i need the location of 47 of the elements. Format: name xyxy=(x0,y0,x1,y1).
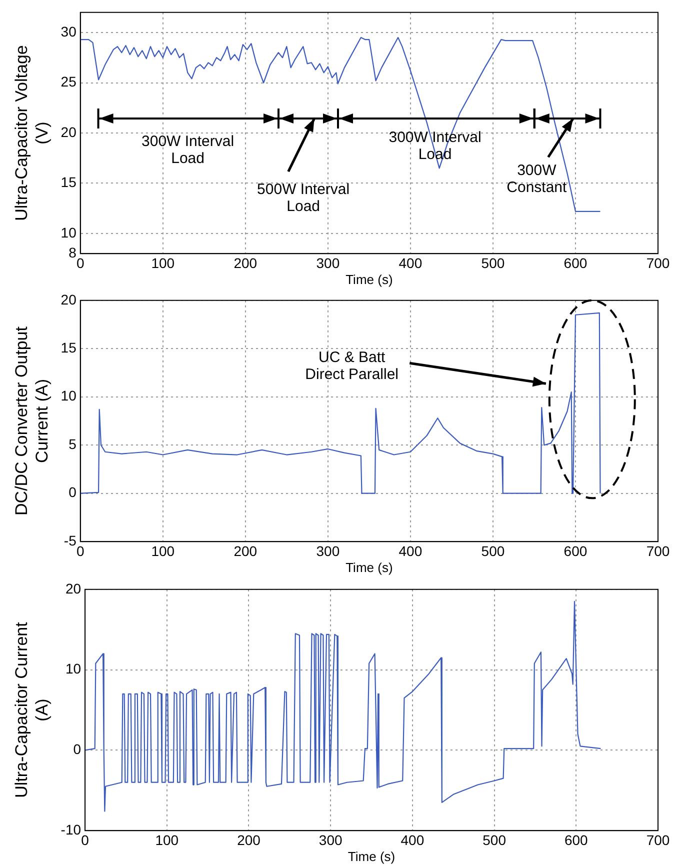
y-tick-label: -10 xyxy=(60,821,82,838)
y-tick-label: 0 xyxy=(68,484,77,500)
y-tick-label: 25 xyxy=(60,74,77,90)
y-axis-title: Ultra-Capacitor Current (A) xyxy=(12,622,52,798)
y-tick-label: 15 xyxy=(60,340,77,356)
x-tick-label: 500 xyxy=(481,542,505,559)
x-tick-label: 400 xyxy=(398,254,422,271)
y-tick-label: 10 xyxy=(60,224,77,240)
x-tick-label: 200 xyxy=(234,254,258,271)
annotation: 300W Interval Load xyxy=(140,132,236,167)
annotation: UC & Batt Direct Parallel xyxy=(304,348,400,383)
x-tick-label: 100 xyxy=(155,832,179,848)
annotation: 300W Constant xyxy=(506,162,568,196)
x-tick-label: 100 xyxy=(151,542,175,559)
x-axis-title: Time (s) xyxy=(346,272,393,287)
x-tick-label: 700 xyxy=(646,542,670,559)
x-tick-label: 700 xyxy=(646,832,670,848)
x-axis-title: Time (s) xyxy=(346,560,393,575)
x-tick-label: 700 xyxy=(646,254,670,271)
y-tick-label: -5 xyxy=(64,532,77,548)
y-tick-label: 20 xyxy=(60,291,77,308)
y-tick-label: 20 xyxy=(60,124,77,140)
y-tick-label: 10 xyxy=(65,660,82,677)
x-tick-label: 200 xyxy=(237,832,261,848)
x-tick-label: 500 xyxy=(482,832,506,848)
y-tick-label: 8 xyxy=(68,244,77,260)
x-tick-label: 600 xyxy=(564,254,588,271)
x-tick-label: 200 xyxy=(234,542,258,559)
y-tick-label: 30 xyxy=(60,23,77,40)
x-tick-label: 400 xyxy=(400,832,424,848)
x-tick-label: 600 xyxy=(564,542,588,559)
y-tick-label: 5 xyxy=(68,436,77,452)
y-axis-title: DC/DC Converter Output Current (A) xyxy=(12,326,52,516)
y-tick-label: 20 xyxy=(65,580,82,596)
x-tick-label: 400 xyxy=(398,542,422,559)
x-axis-title: Time (s) xyxy=(348,848,396,864)
x-tick-label: 100 xyxy=(151,254,175,271)
x-tick-label: 600 xyxy=(564,832,588,848)
y-tick-label: 0 xyxy=(73,741,82,758)
x-tick-label: 300 xyxy=(316,542,340,559)
annotation: 500W Interval Load xyxy=(256,181,351,216)
y-axis-title: Ultra-Capacitor Voltage (V) xyxy=(12,45,52,221)
x-tick-label: 300 xyxy=(318,832,342,848)
x-tick-label: 500 xyxy=(481,254,505,271)
y-tick-label: 10 xyxy=(60,388,77,404)
x-tick-label: 300 xyxy=(316,254,340,271)
y-tick-label: 15 xyxy=(60,174,77,190)
